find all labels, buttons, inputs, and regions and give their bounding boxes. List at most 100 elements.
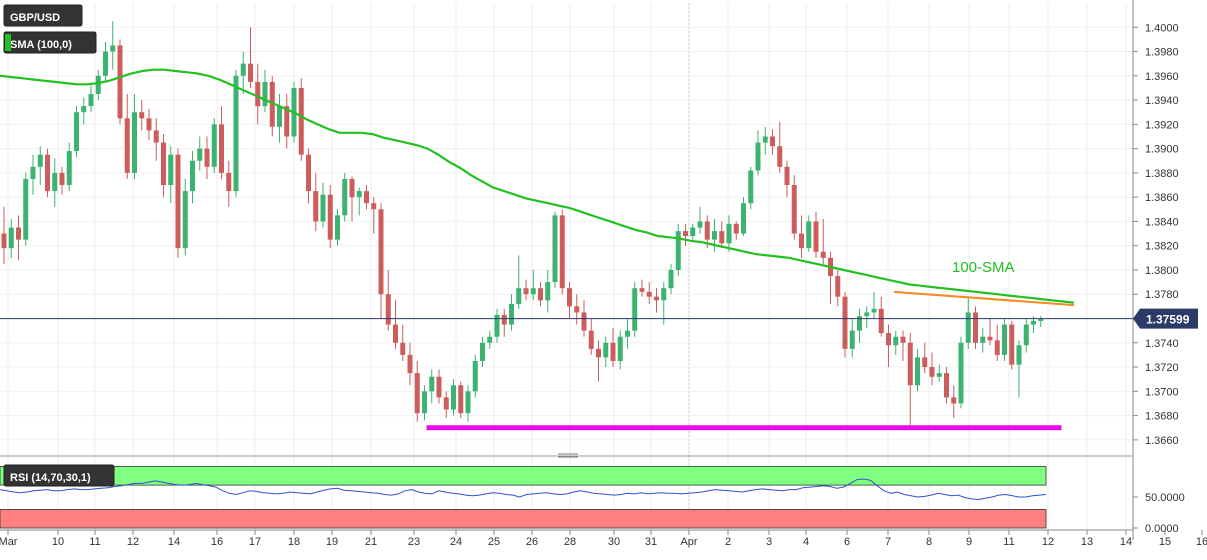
sma-indicator-label-bg	[3, 31, 97, 54]
x-tick-label: 16	[1196, 536, 1207, 548]
candle-body	[936, 373, 942, 377]
candle-body	[813, 221, 819, 252]
y-tick-label: 1.3940	[1145, 95, 1179, 107]
candle-body	[422, 391, 427, 414]
candle-body	[74, 112, 79, 152]
candle-body	[799, 233, 804, 249]
candle-body	[81, 106, 87, 113]
candle-body	[588, 330, 594, 349]
rsi-line	[0, 478, 1047, 501]
candle-body	[791, 185, 797, 234]
candle-body	[639, 288, 645, 292]
last-price-tag-bg	[1133, 308, 1198, 329]
candles	[1, 21, 1044, 426]
candle-body	[632, 288, 638, 331]
candle-body	[509, 303, 514, 325]
x-tick-label: 13	[1081, 536, 1093, 548]
candle-body	[327, 194, 333, 240]
candle-body	[124, 118, 130, 173]
candle	[385, 269, 391, 331]
sma-100-line	[0, 68, 1075, 304]
candle	[429, 369, 435, 404]
candle	[922, 342, 928, 374]
candle	[393, 300, 398, 349]
candle-body	[30, 166, 36, 179]
x-tick-label: 11	[89, 536, 100, 548]
candle-body	[973, 312, 978, 343]
candle-body	[487, 336, 493, 343]
candle	[327, 185, 333, 249]
candle-body	[88, 94, 94, 107]
candle	[835, 269, 841, 307]
candle	[530, 269, 536, 301]
candle-body	[298, 87, 304, 155]
candle	[219, 106, 224, 179]
candle	[719, 221, 725, 249]
candle-body	[980, 336, 986, 343]
candle	[610, 328, 616, 368]
candle	[139, 100, 145, 131]
candle	[313, 172, 319, 232]
candle	[284, 94, 290, 149]
candle-body	[37, 154, 43, 167]
candle-body	[755, 142, 761, 171]
candle-body	[436, 376, 442, 398]
candle-body	[117, 45, 123, 119]
axes: 1.36601.36801.37001.37201.37401.37601.37…	[0, 0, 1207, 548]
candle-body	[364, 191, 369, 204]
candle	[828, 251, 833, 304]
candle-body	[951, 397, 957, 404]
candle	[864, 306, 870, 329]
candle	[690, 223, 696, 240]
candle-body	[414, 373, 420, 414]
candle-body	[262, 81, 268, 107]
candle	[944, 367, 949, 404]
candle-body	[451, 385, 456, 410]
candle-body	[356, 191, 362, 198]
candle-body	[240, 63, 246, 76]
candle-body	[646, 291, 652, 297]
candle-body	[1002, 324, 1007, 355]
x-tick-label: 9	[966, 536, 972, 548]
candle-body	[335, 215, 340, 240]
candle	[487, 330, 493, 349]
candle	[799, 215, 804, 258]
candle	[74, 106, 79, 158]
candle-body	[146, 118, 152, 131]
candle	[625, 318, 630, 349]
x-tick-label: 17	[249, 536, 261, 548]
candle	[965, 296, 971, 349]
candle	[987, 318, 993, 346]
candle-body	[806, 221, 812, 249]
candle	[538, 282, 543, 307]
candle-body	[878, 308, 884, 334]
candle-body	[784, 166, 790, 186]
candle-body	[748, 170, 754, 204]
candle-body	[52, 172, 58, 192]
candle	[248, 27, 253, 88]
x-tick-label: 10	[52, 536, 64, 548]
candle-body	[994, 340, 1000, 355]
candle-body	[567, 288, 572, 307]
rsi-indicator-label: RSI (14,70,30,1)	[3, 464, 115, 487]
candle	[806, 215, 812, 252]
candle-body	[255, 81, 261, 107]
candle	[103, 41, 108, 82]
candle-body	[472, 360, 478, 392]
candle-body	[494, 314, 500, 337]
candle-body	[871, 308, 877, 313]
x-tick-label: 7	[885, 536, 891, 548]
candle	[516, 255, 522, 309]
candle-body	[965, 312, 971, 343]
candle	[878, 296, 884, 337]
candle-body	[8, 227, 14, 249]
candle	[900, 330, 906, 361]
candle-body	[219, 124, 224, 173]
y-tick-label: 1.3960	[1145, 71, 1179, 83]
grid	[0, 3, 1133, 530]
candle	[66, 142, 72, 192]
y-tick-label: 1.3800	[1145, 265, 1179, 277]
candle-body	[574, 306, 580, 313]
candle	[110, 21, 116, 70]
